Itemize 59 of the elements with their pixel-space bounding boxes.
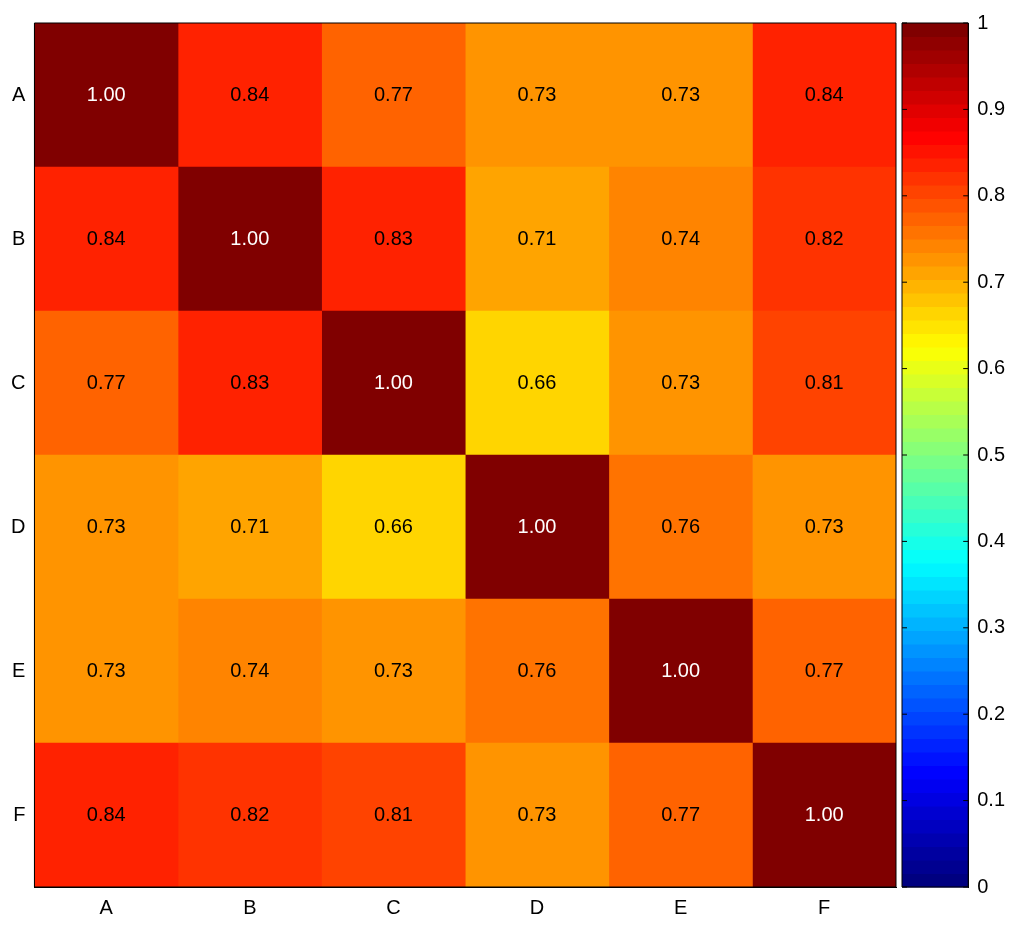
x-tick-label: F [818, 895, 831, 918]
y-tick-label: E [12, 658, 26, 681]
data-label: 0.73 [661, 82, 701, 105]
data-label: 0.73 [517, 802, 557, 825]
data-label: 0.84 [804, 82, 844, 105]
y-tick-label: B [12, 226, 26, 249]
data-label: 0.71 [230, 514, 270, 537]
color-bar-label: 0.7 [977, 269, 1006, 292]
data-label: 0.74 [230, 658, 270, 681]
y-tick-label: F [13, 802, 26, 825]
data-label: 0.73 [661, 370, 701, 393]
data-label: 0.73 [373, 658, 413, 681]
x-tick-label: E [673, 895, 688, 918]
color-bar-label: 0 [977, 874, 989, 897]
color-bar-label: 0.5 [977, 442, 1006, 465]
color-bar-label: 0.8 [977, 183, 1006, 206]
data-label: 0.77 [373, 82, 413, 105]
data-label: 1.00 [230, 226, 270, 249]
x-tick-label: A [99, 895, 114, 918]
data-label: 0.74 [661, 226, 701, 249]
color-bar-label: 0.6 [977, 356, 1006, 379]
data-label: 0.66 [373, 514, 413, 537]
data-label: 0.82 [230, 802, 270, 825]
y-tick-label: D [10, 514, 26, 537]
y-tick-label: A [12, 82, 27, 105]
data-label: 0.77 [661, 802, 701, 825]
color-bar-label: 0.3 [977, 615, 1006, 638]
x-tick-label: C [386, 895, 401, 918]
data-label: 0.82 [804, 226, 844, 249]
data-label: 1.00 [804, 802, 844, 825]
data-label: 0.66 [517, 370, 557, 393]
data-label: 0.77 [86, 370, 126, 393]
data-label: 0.76 [661, 514, 701, 537]
color-bar-label: 1 [977, 10, 989, 33]
data-label: 0.81 [804, 370, 844, 393]
data-label: 0.73 [86, 658, 126, 681]
color-bar-label: 0.9 [977, 96, 1006, 119]
data-label: 0.73 [86, 514, 126, 537]
data-label: 1.00 [517, 514, 557, 537]
color-bar-label: 0.2 [977, 701, 1006, 724]
data-label: 0.84 [230, 82, 270, 105]
data-label: 0.81 [373, 802, 413, 825]
x-tick-label: D [529, 895, 545, 918]
data-label: 0.84 [86, 802, 126, 825]
data-label: 0.83 [373, 226, 413, 249]
data-label: 1.00 [86, 82, 126, 105]
y-tick-label: C [10, 370, 26, 393]
data-label: 0.76 [517, 658, 557, 681]
data-label: 1.00 [661, 658, 701, 681]
data-label: 1.00 [373, 370, 413, 393]
data-label: 0.77 [804, 658, 844, 681]
data-label: 0.83 [230, 370, 270, 393]
color-bar-label: 0.1 [977, 788, 1006, 811]
color-bar-label: 0.4 [977, 528, 1006, 551]
data-label: 0.84 [86, 226, 126, 249]
data-label: 0.73 [804, 514, 844, 537]
data-label: 0.73 [517, 82, 557, 105]
x-tick-label: B [243, 895, 257, 918]
data-label: 0.71 [517, 226, 557, 249]
